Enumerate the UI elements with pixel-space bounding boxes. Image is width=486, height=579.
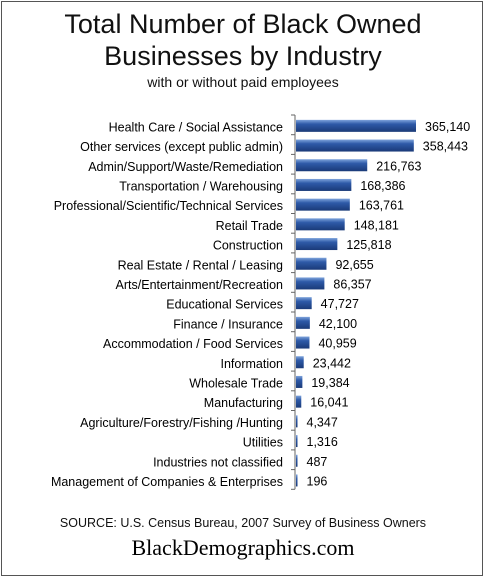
category-label: Finance / Insurance [173,317,283,331]
category-label: Admin/Support/Waste/Remediation [88,160,283,174]
bar [296,257,327,270]
value-label: 92,655 [335,258,373,272]
value-label: 163,761 [359,199,404,213]
category-label: Other services (except public admin) [80,140,283,154]
bar [296,238,338,251]
bar [296,375,303,388]
value-label: 42,100 [319,317,357,331]
value-label: 358,443 [423,140,468,154]
value-label: 168,386 [360,179,405,193]
category-label: Real Estate / Rental / Leasing [118,258,283,272]
value-label: 216,763 [376,159,421,173]
site-credit: BlackDemographics.com [131,535,355,560]
value-label: 19,384 [311,376,349,390]
category-label: Retail Trade [216,219,283,233]
category-label: Construction [213,239,283,253]
bar [296,139,414,152]
value-label: 86,357 [333,277,371,291]
bar [296,336,310,349]
value-label: 47,727 [321,297,359,311]
chart-title-line-1: Total Number of Black Owned [64,9,422,39]
category-label: Wholesale Trade [189,376,283,390]
bar [296,474,298,487]
bar [296,159,368,172]
bar [296,119,416,132]
chart-subtitle: with or without paid employees [147,74,339,90]
value-label: 16,041 [310,396,348,410]
value-label: 125,818 [346,238,391,252]
category-label: Management of Companies & Enterprises [51,475,283,489]
bar [296,395,302,408]
category-label: Utilities [243,436,283,450]
bar [296,415,298,428]
category-label: Professional/Scientific/Technical Servic… [54,199,283,213]
bar [296,178,352,191]
category-label: Agriculture/Forestry/Fishing /Hunting [80,416,283,430]
chart-title-line-2: Businesses by Industry [104,41,382,71]
value-label: 148,181 [354,218,399,232]
bar [296,316,310,329]
bar [296,297,312,310]
bar [296,454,298,467]
value-label: 487 [307,455,328,469]
bar [296,198,350,211]
category-label: Transportation / Warehousing [119,179,283,193]
value-label: 365,140 [425,120,470,134]
bar [296,218,345,231]
category-label: Industries not classified [153,455,283,469]
category-label: Educational Services [166,298,283,312]
bar [296,356,304,369]
bar [296,277,325,290]
value-label: 23,442 [313,356,351,370]
value-label: 4,347 [307,415,338,429]
category-label: Health Care / Social Assistance [109,120,283,134]
category-label: Accommodation / Food Services [103,337,283,351]
category-label: Information [220,357,283,371]
value-label: 196 [307,474,328,488]
value-label: 1,316 [307,435,338,449]
bar [296,435,298,448]
category-label: Arts/Entertainment/Recreation [116,278,283,292]
source-note: SOURCE: U.S. Census Bureau, 2007 Survey … [59,516,427,530]
value-label: 40,959 [318,337,356,351]
category-label: Manufacturing [204,396,283,410]
